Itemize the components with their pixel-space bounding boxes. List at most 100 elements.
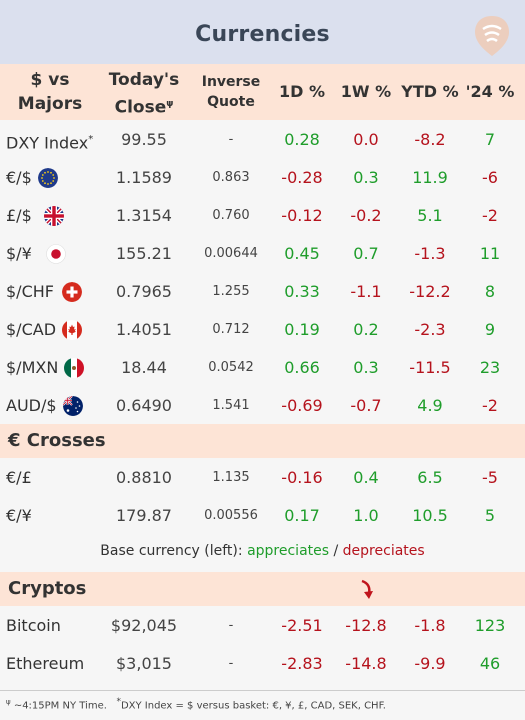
row-label: €/£ [6,468,32,487]
header-1d: 1D % [278,82,325,101]
close-value: 179.87 [116,506,172,525]
row-label: €/$ [6,168,32,187]
canada-flag-icon [62,320,82,340]
header-2024: '24 % [465,82,515,101]
inverse-value: 1.135 [212,470,250,485]
change-1d: 0.66 [284,358,320,377]
change-ytd: 4.9 [417,396,443,415]
change-2024: 5 [484,506,496,525]
row-label: €/¥ [6,506,32,525]
change-2024: 9 [484,320,496,339]
change-2024: 7 [484,130,496,149]
header-pair: $ vs Majors [17,70,83,114]
note-depreciates: depreciates [342,543,425,559]
change-1w: -14.8 [345,654,387,673]
inverse-value: 0.863 [212,170,250,185]
close-value: 1.1589 [116,168,172,187]
row-label: £/$ [6,206,32,225]
change-2024: -2 [482,396,498,415]
change-1w: 0.2 [353,320,379,339]
table-row: £/$ 1.3154 0.760 -0.12 -0.2 5.1 -2 [0,197,525,235]
row-label: $/CAD [6,320,57,339]
inverse-value: 0.0542 [208,360,254,375]
change-1d: 0.33 [284,282,320,301]
change-ytd: -1.8 [414,616,446,635]
table-row: $/CHF 0.7965 1.255 0.33 -1.1 -12.2 8 [0,273,525,311]
inverse-value: 1.255 [212,284,250,299]
row-label: Bitcoin [6,616,61,635]
close-value: 0.7965 [116,282,172,301]
footer-sym2: * [116,697,121,707]
change-1w: -0.2 [350,206,382,225]
table-row: $/MXN 18.44 0.0542 0.66 0.3 -11.5 23 [0,349,525,387]
close-value: 99.55 [121,130,167,149]
change-ytd: -2.3 [414,320,446,339]
inverse-value: - [228,656,234,671]
table-row: €/£ 0.8810 1.135 -0.16 0.4 6.5 -5 [0,459,525,497]
change-1w: -12.8 [345,616,387,635]
eu-flag-icon [38,168,58,188]
header-1w: 1W % [340,82,392,101]
change-1w: 0.0 [353,130,379,149]
swiss-flag-icon [62,282,82,302]
inverse-value: 0.00644 [204,246,258,261]
note-appreciates: appreciates [247,543,330,559]
inverse-value: - [228,618,234,633]
uk-flag-icon [44,206,64,226]
down-arrow-icon [361,579,373,599]
change-1d: -2.83 [281,654,323,673]
change-2024: -2 [482,206,498,225]
footer-note: ψ ~4:15PM NY Time. *DXY Index = $ versus… [6,697,386,711]
change-1d: 0.28 [284,130,320,149]
footer-text2: DXY Index = $ versus basket: €, ¥, £, CA… [120,700,386,712]
change-2024: 23 [479,358,501,377]
close-value: 18.44 [121,358,167,377]
change-1d: 0.45 [284,244,320,263]
row-label: $/¥ [6,244,32,263]
change-2024: 123 [474,616,506,635]
change-ytd: 6.5 [417,468,443,487]
footer-text1: ~4:15PM NY Time. [13,700,107,712]
footer-divider [0,690,525,691]
note-prefix: Base currency (left): [100,543,243,559]
row-label: $/CHF [6,282,54,301]
header-close-sup: ψ [166,99,174,109]
change-ytd: -9.9 [414,654,446,673]
japan-flag-icon [46,244,66,264]
change-2024: -6 [482,168,498,187]
change-ytd: -12.2 [409,282,451,301]
legend-note: Base currency (left): appreciates / depr… [0,543,525,559]
inverse-value: 0.760 [212,208,250,223]
row-label: Ethereum [6,654,85,673]
table-row: Bitcoin $92,045 - -2.51 -12.8 -1.8 123 [0,607,525,645]
page-title: Currencies [195,22,330,47]
title-bar [0,0,525,64]
close-value: 1.4051 [116,320,172,339]
close-value: 0.8810 [116,468,172,487]
change-1w: 0.4 [353,468,379,487]
note-separator: / [333,543,339,559]
change-1d: -0.16 [281,468,323,487]
table-row: €/$ 1.1589 0.863 -0.28 0.3 11.9 -6 [0,159,525,197]
change-1w: -0.7 [350,396,382,415]
table-row: €/¥ 179.87 0.00556 0.17 1.0 10.5 5 [0,497,525,535]
inverse-value: 0.00556 [204,508,258,523]
change-ytd: 10.5 [412,506,448,525]
cryptos-title: Cryptos [8,578,87,599]
change-1d: -0.12 [281,206,323,225]
row-label: AUD/$ [6,396,57,415]
inverse-value: - [228,132,234,147]
table-header: $ vs Majors Today's Closeψ Inverse Quote… [0,64,525,120]
change-1d: -2.51 [281,616,323,635]
change-1d: 0.19 [284,320,320,339]
header-ytd: YTD % [401,82,459,101]
change-2024: -5 [482,468,498,487]
row-label: DXY Index* [6,133,94,153]
footer-sym1: ψ [6,698,11,706]
row-label-sup: * [88,134,94,145]
table-row: DXY Index* 99.55 - 0.28 0.0 -8.2 7 [0,121,525,159]
table-row: $/¥ 155.21 0.00644 0.45 0.7 -1.3 11 [0,235,525,273]
change-1w: 1.0 [353,506,379,525]
australia-flag-icon [63,396,83,416]
change-ytd: -8.2 [414,130,446,149]
